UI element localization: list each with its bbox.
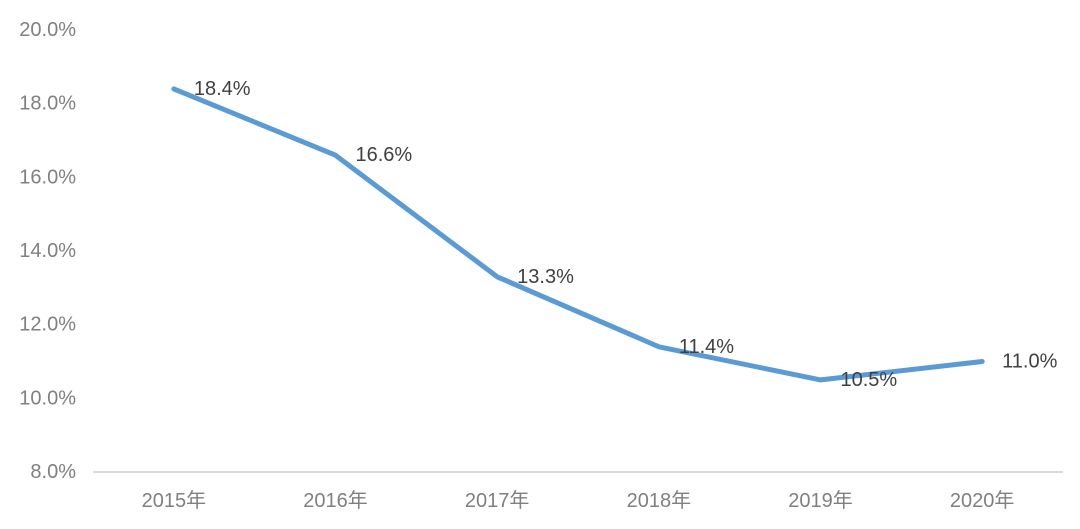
x-axis-tick-label: 2020年 <box>950 489 1015 512</box>
y-axis-tick-label: 16.0% <box>19 166 76 188</box>
x-axis-tick-label: 2019年 <box>788 489 853 512</box>
y-axis-tick-label: 14.0% <box>19 240 76 262</box>
y-axis-tick-label: 8.0% <box>30 461 76 483</box>
x-axis-tick-label: 2016年 <box>303 489 368 512</box>
y-axis-tick-label: 20.0% <box>19 19 76 41</box>
data-label: 13.3% <box>517 266 574 288</box>
data-label: 16.6% <box>356 144 413 166</box>
y-axis-tick-label: 12.0% <box>19 314 76 336</box>
data-label: 10.5% <box>841 369 898 391</box>
y-axis-tick-label: 18.0% <box>19 93 76 115</box>
x-axis-tick-label: 2015年 <box>142 489 207 512</box>
x-axis-tick-label: 2018年 <box>627 489 692 512</box>
x-axis-tick-label: 2017年 <box>465 489 530 512</box>
data-label: 11.4% <box>679 336 734 358</box>
trend-line <box>171 86 985 383</box>
data-label: 11.0% <box>1002 351 1057 373</box>
data-label: 18.4% <box>194 78 251 100</box>
y-axis-tick-label: 10.0% <box>19 387 76 409</box>
